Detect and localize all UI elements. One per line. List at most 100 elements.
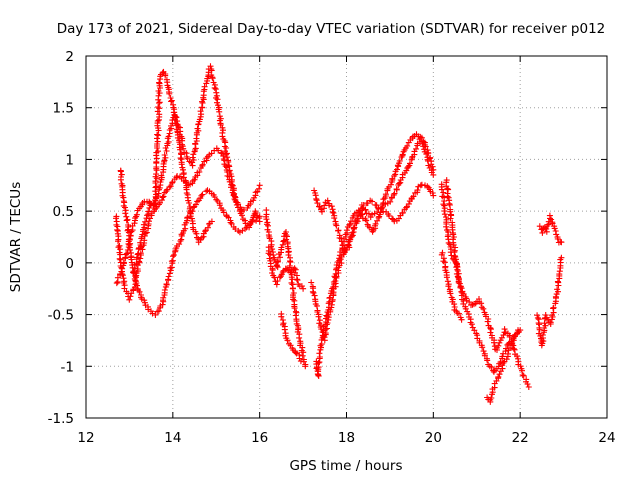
data-point <box>159 194 166 201</box>
data-point <box>413 145 419 152</box>
data-point <box>550 304 557 311</box>
data-point <box>162 72 169 79</box>
data-point <box>133 211 140 218</box>
data-point <box>479 344 486 351</box>
data-point <box>139 231 146 238</box>
data-point <box>246 224 253 231</box>
data-point <box>349 232 356 239</box>
data-point <box>196 168 203 175</box>
x-axis-label: GPS time / hours <box>289 458 402 474</box>
data-point <box>182 179 189 185</box>
data-point <box>496 339 503 346</box>
data-point <box>300 285 307 292</box>
data-point <box>458 316 465 323</box>
data-point <box>355 207 362 214</box>
data-point <box>124 216 131 223</box>
data-point <box>404 143 411 149</box>
data-point <box>155 308 162 315</box>
x-tick-label: 14 <box>164 430 181 446</box>
data-point <box>297 358 304 365</box>
data-point <box>220 127 226 134</box>
axis-ticks: 12 14 16 18 20 22 24 -1.5 -1 -0.5 0 0.5 1 1.5 2 <box>48 49 616 446</box>
data-point <box>440 258 447 265</box>
data-point <box>394 166 400 173</box>
data-point <box>456 310 462 317</box>
data-point <box>140 221 147 228</box>
data-point <box>143 229 150 236</box>
data-point <box>480 348 487 355</box>
data-point <box>365 210 372 217</box>
data-point <box>208 218 215 225</box>
data-point <box>296 355 303 362</box>
data-point <box>519 372 526 379</box>
data-point <box>275 257 281 264</box>
data-point <box>227 219 234 226</box>
data-point <box>503 356 510 363</box>
data-point <box>319 332 326 339</box>
data-point <box>314 200 321 207</box>
data-point <box>253 217 260 224</box>
data-point <box>202 228 209 235</box>
data-point <box>399 209 406 216</box>
data-point <box>438 186 445 193</box>
data-point <box>298 283 305 290</box>
data-point <box>515 327 521 334</box>
data-point <box>447 215 454 222</box>
data-point <box>115 238 121 245</box>
data-point <box>239 212 245 219</box>
data-point <box>399 151 406 158</box>
data-point <box>216 117 223 124</box>
data-point <box>441 211 448 218</box>
data-point <box>471 327 478 334</box>
data-point <box>113 280 120 287</box>
data-point <box>495 342 502 349</box>
data-point <box>496 371 503 378</box>
data-point <box>299 352 306 359</box>
data-point <box>144 212 151 219</box>
data-point <box>443 214 449 221</box>
data-point <box>271 256 278 263</box>
data-point <box>319 208 325 215</box>
chart-title: Day 173 of 2021, Sidereal Day-to-day VTE… <box>57 21 606 37</box>
data-point <box>327 294 334 301</box>
data-point <box>269 267 276 274</box>
data-point <box>447 290 454 297</box>
data-point <box>324 197 331 204</box>
data-point <box>536 326 543 333</box>
data-point <box>316 203 323 210</box>
data-point <box>269 270 275 276</box>
data-point <box>199 191 206 198</box>
data-point <box>121 285 128 292</box>
data-point <box>379 204 386 211</box>
data-point <box>228 220 235 227</box>
data-point <box>171 252 177 258</box>
data-point <box>137 255 144 262</box>
data-point <box>143 215 150 222</box>
data-point <box>424 183 431 190</box>
data-point <box>362 207 369 213</box>
data-point <box>348 233 355 240</box>
data-point <box>445 186 452 193</box>
data-point <box>520 372 527 379</box>
data-point <box>163 281 170 288</box>
data-point <box>405 163 412 170</box>
gridlines <box>86 56 607 418</box>
data-point <box>544 223 551 229</box>
data-point <box>170 109 177 116</box>
data-point <box>193 230 200 237</box>
data-point <box>453 261 460 268</box>
data-point <box>142 218 149 225</box>
data-point <box>294 277 301 284</box>
y-tick-label: 1.5 <box>53 101 74 117</box>
data-point <box>229 181 236 188</box>
data-point <box>507 344 514 351</box>
data-point <box>269 246 276 253</box>
data-point <box>430 171 437 178</box>
x-tick-label: 18 <box>338 430 355 446</box>
data-point <box>551 225 558 232</box>
data-point <box>163 188 170 195</box>
data-point <box>167 183 174 190</box>
data-point <box>114 226 121 233</box>
data-point <box>446 200 453 207</box>
data-point <box>359 211 366 218</box>
